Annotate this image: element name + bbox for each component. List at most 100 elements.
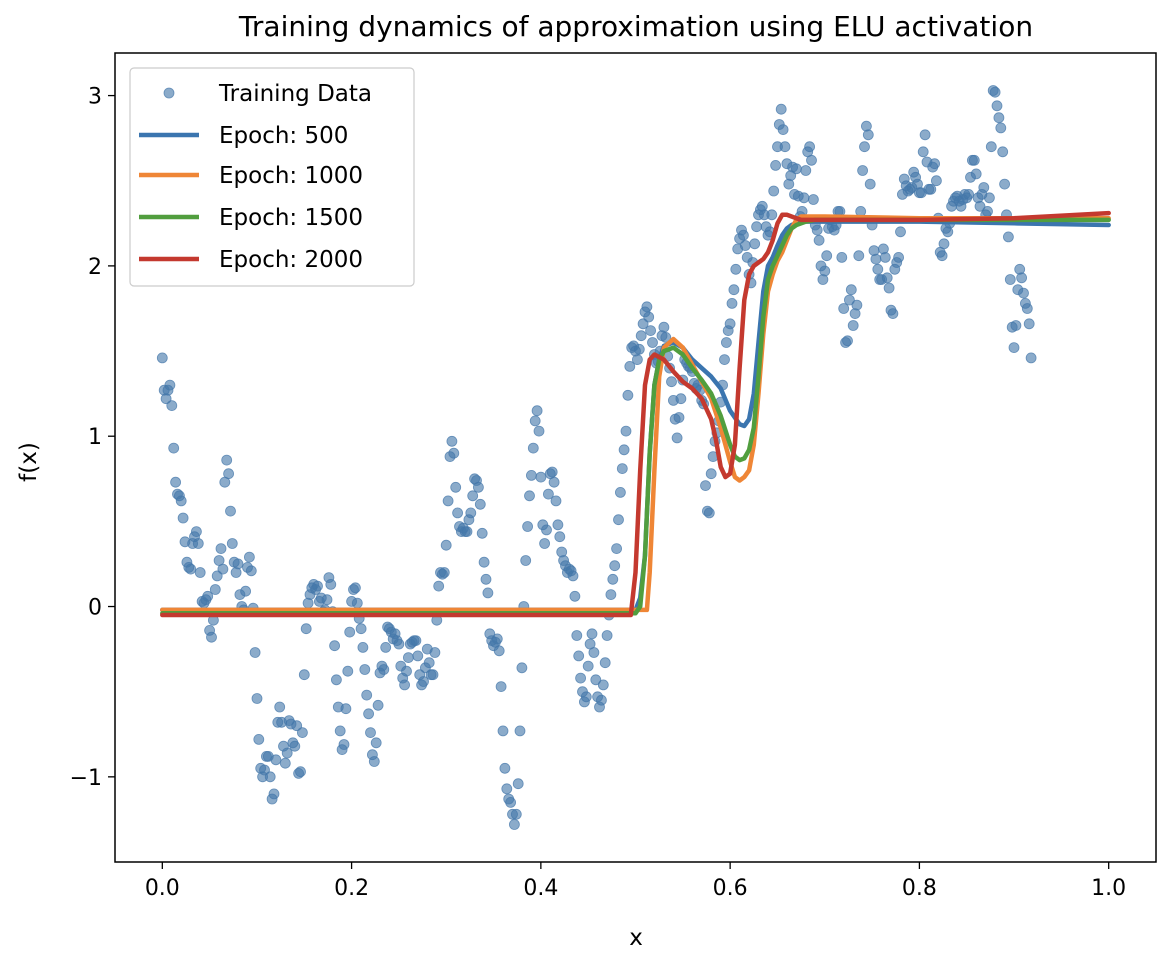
- scatter-point: [423, 657, 435, 669]
- scatter-point: [526, 469, 537, 481]
- scatter-point: [156, 352, 168, 364]
- scatter-point: [616, 463, 628, 475]
- scatter-point: [380, 642, 392, 653]
- scatter-point: [365, 727, 376, 738]
- scatter-point: [804, 141, 815, 153]
- scatter-point: [919, 129, 931, 141]
- scatter-point: [495, 681, 507, 692]
- scatter-point: [1016, 272, 1027, 284]
- scatter-point: [991, 100, 1003, 112]
- scatter-point: [749, 238, 761, 250]
- scatter-point: [232, 558, 244, 570]
- scatter-point: [719, 354, 730, 366]
- scatter-point: [813, 234, 825, 246]
- scatter-point: [524, 490, 535, 502]
- y-tick-label: 1: [88, 425, 102, 450]
- scatter-point: [571, 630, 583, 641]
- scatter-point: [221, 454, 233, 466]
- scatter-point: [844, 294, 855, 306]
- scatter-point: [671, 432, 683, 444]
- scatter-point: [703, 507, 715, 519]
- scatter-point: [726, 297, 738, 309]
- legend-label-4: Epoch: 2000: [219, 247, 363, 273]
- plot-frame: [114, 52, 1157, 863]
- scatter-point: [349, 582, 361, 594]
- scatter-point: [611, 543, 622, 554]
- scatter-point: [378, 664, 390, 675]
- scatter-point: [879, 251, 891, 263]
- scatter-point: [658, 321, 670, 333]
- legend-label-training-data: Training Data: [218, 81, 372, 107]
- scatter-point: [739, 240, 751, 251]
- y-axis-label: f(x): [16, 442, 42, 482]
- scatter-point: [478, 556, 490, 568]
- scatter-point: [539, 538, 550, 549]
- scatter-point: [993, 112, 1005, 124]
- scatter-point: [243, 551, 255, 563]
- scatter-point: [452, 507, 464, 519]
- scatter-point: [164, 379, 176, 391]
- scatter-point: [982, 205, 993, 217]
- scatter-point: [190, 526, 202, 537]
- scatter-point: [446, 435, 458, 447]
- scatter-point: [505, 797, 517, 808]
- scatter-point: [609, 560, 621, 572]
- scatter-point: [329, 640, 341, 652]
- scatter-point: [399, 679, 411, 691]
- scatter-point: [666, 376, 677, 388]
- y-tick-label: 2: [88, 255, 102, 280]
- scatter-point: [985, 141, 997, 153]
- scatter-point: [166, 400, 178, 412]
- scatter-point: [838, 303, 850, 314]
- scatter-point: [938, 238, 950, 250]
- scatter-point: [800, 165, 812, 176]
- scatter-point: [997, 146, 1009, 158]
- legend-box: [129, 67, 415, 287]
- scatter-point: [847, 320, 859, 331]
- scatter-point: [401, 665, 412, 677]
- scatter-point: [370, 737, 382, 749]
- scatter-point: [217, 563, 229, 575]
- scatter-point: [569, 590, 581, 602]
- scatter-point: [535, 471, 547, 483]
- scatter-point: [622, 389, 634, 401]
- scatter-point: [728, 284, 740, 296]
- scatter-point: [931, 175, 942, 187]
- scatter-point: [497, 725, 509, 737]
- scatter-point: [185, 563, 197, 575]
- scatter-point: [249, 647, 261, 658]
- scatter-point: [766, 209, 778, 221]
- scatter-point: [870, 253, 882, 265]
- scatter-point: [359, 664, 371, 675]
- scatter-point: [883, 282, 895, 294]
- scatter-point: [520, 555, 532, 566]
- scatter-point: [509, 819, 520, 830]
- scatter-point: [550, 495, 562, 507]
- scatter-point: [493, 645, 505, 657]
- scatter-point: [989, 86, 1001, 98]
- scatter-point: [330, 674, 342, 686]
- scatter-point: [175, 495, 187, 507]
- scatter-point: [253, 734, 265, 745]
- x-tick-label: 0.2: [334, 876, 369, 901]
- scatter-point: [777, 124, 789, 136]
- scatter-point: [575, 672, 586, 684]
- scatter-point: [751, 221, 762, 233]
- scatter-point: [917, 146, 929, 158]
- x-axis-label: x: [629, 925, 643, 951]
- scatter-point: [546, 466, 558, 478]
- scatter-point: [836, 251, 848, 263]
- chart-title: Training dynamics of approximation using…: [238, 10, 1033, 43]
- scatter-point: [984, 192, 995, 204]
- scatter-point: [859, 141, 870, 153]
- scatter-point: [738, 229, 749, 241]
- scatter-point: [864, 178, 876, 190]
- scatter-point: [811, 224, 823, 236]
- scatter-point: [223, 468, 235, 480]
- scatter-point: [209, 584, 221, 595]
- legend-label-3: Epoch: 1500: [219, 205, 363, 231]
- scatter-point: [357, 642, 369, 653]
- scatter-point: [620, 425, 632, 437]
- scatter-point: [548, 476, 560, 488]
- scatter-point: [402, 652, 414, 663]
